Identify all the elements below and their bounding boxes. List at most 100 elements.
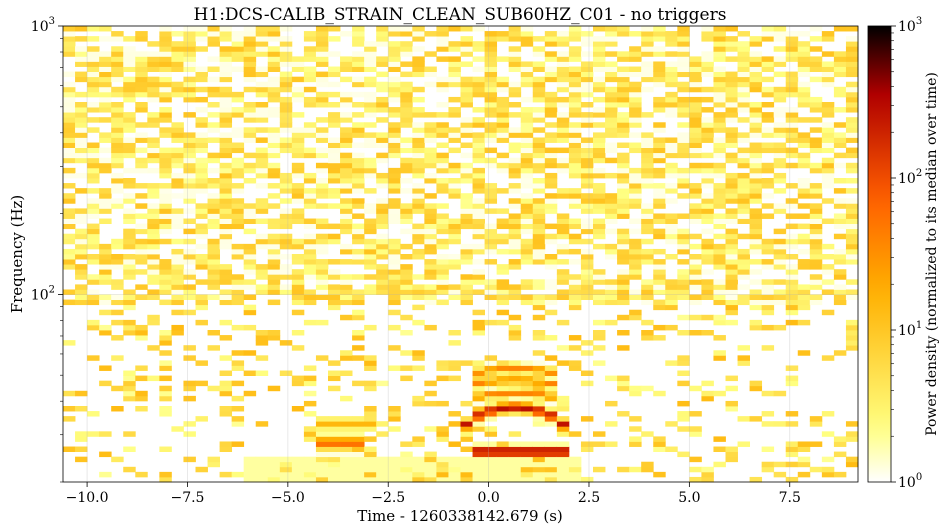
heatmap-cell — [376, 198, 389, 204]
heatmap-cell — [111, 385, 124, 392]
heatmap-cell — [556, 102, 570, 108]
heatmap-cell — [63, 238, 76, 245]
heatmap-cell — [556, 426, 570, 432]
heatmap-cell — [472, 66, 485, 72]
heatmap-cell — [135, 51, 148, 57]
heatmap-cell — [677, 451, 690, 458]
heatmap-cell — [207, 86, 220, 93]
heatmap-cell — [424, 223, 437, 230]
heatmap-cell — [123, 193, 136, 199]
heatmap-cell — [219, 289, 233, 295]
heatmap-cell — [797, 183, 811, 189]
heatmap-cell — [267, 86, 281, 93]
heatmap-cell — [725, 400, 738, 407]
heatmap-cell — [677, 96, 690, 103]
heatmap-cell — [231, 162, 245, 169]
heatmap-cell — [821, 218, 835, 224]
heatmap-cell — [568, 431, 582, 437]
heatmap-cell — [520, 26, 534, 32]
heatmap-cell — [171, 248, 184, 255]
heatmap-cell — [773, 264, 787, 270]
heatmap-cell — [797, 264, 811, 270]
heatmap-cell — [291, 61, 305, 67]
heatmap-cell — [496, 406, 510, 412]
heatmap-cell — [580, 203, 594, 209]
heatmap-cell — [171, 238, 184, 245]
heatmap-cell — [159, 289, 172, 295]
heatmap-cell — [701, 238, 714, 245]
heatmap-cell — [243, 259, 257, 265]
heatmap-cell — [99, 162, 112, 169]
heatmap-cell — [580, 259, 594, 265]
heatmap-cell — [412, 223, 425, 230]
heatmap-cell — [219, 91, 233, 98]
heatmap-cell — [340, 157, 353, 164]
heatmap-cell — [231, 127, 245, 133]
heatmap-cell — [641, 248, 654, 255]
heatmap-cell — [123, 304, 136, 311]
heatmap-cell — [677, 213, 690, 219]
heatmap-cell — [99, 66, 112, 72]
heatmap-cell — [75, 102, 88, 108]
heatmap-cell — [87, 411, 100, 417]
heatmap-cell — [472, 461, 485, 468]
heatmap-cell — [568, 248, 582, 255]
heatmap-cell — [195, 26, 208, 32]
heatmap-cell — [364, 46, 377, 52]
heatmap-cell — [364, 380, 377, 387]
heatmap-cell — [544, 91, 558, 98]
heatmap-cell — [496, 365, 510, 371]
heatmap-cell — [833, 51, 847, 57]
heatmap-cell — [255, 172, 269, 179]
heatmap-cell — [147, 203, 160, 209]
heatmap-cell — [303, 218, 317, 224]
heatmap-cell — [508, 294, 522, 300]
heatmap-cell — [845, 198, 859, 204]
heatmap-cell — [219, 355, 233, 361]
heatmap-cell — [713, 66, 726, 72]
heatmap-cell — [436, 254, 449, 260]
heatmap-cell — [605, 228, 618, 235]
heatmap-cell — [472, 411, 485, 417]
heatmap-cell — [231, 198, 245, 204]
heatmap-cell — [580, 122, 594, 128]
heatmap-cell — [713, 203, 726, 209]
heatmap-cell — [279, 71, 293, 78]
heatmap-cell — [761, 76, 775, 83]
heatmap-cell — [785, 274, 799, 280]
heatmap-cell — [183, 274, 196, 280]
heatmap-cell — [797, 304, 811, 311]
heatmap-cell — [580, 248, 594, 255]
heatmap-cell — [701, 466, 714, 473]
heatmap-cell — [231, 46, 245, 52]
heatmap-cell — [520, 127, 534, 133]
heatmap-cell — [279, 243, 293, 250]
heatmap-cell — [508, 375, 522, 382]
heatmap-cell — [183, 355, 196, 361]
heatmap-cell — [255, 208, 269, 214]
heatmap-cell — [123, 259, 136, 265]
heatmap-cell — [243, 254, 257, 260]
heatmap-cell — [520, 461, 534, 468]
heatmap-cell — [556, 461, 570, 468]
heatmap-cell — [63, 223, 76, 230]
heatmap-cell — [677, 46, 690, 52]
heatmap-cell — [111, 71, 124, 78]
heatmap-cell — [617, 385, 630, 392]
heatmap-cell — [532, 198, 546, 204]
heatmap-cell — [472, 279, 485, 285]
heatmap-cell — [388, 142, 401, 148]
heatmap-cell — [641, 172, 654, 179]
heatmap-cell — [580, 380, 594, 387]
heatmap-cell — [713, 390, 726, 397]
heatmap-cell — [484, 61, 498, 67]
heatmap-cell — [725, 319, 738, 326]
x-axis-label: Time - 1260338142.679 (s) — [357, 507, 563, 525]
heatmap-cell — [111, 61, 124, 67]
heatmap-cell — [629, 294, 642, 300]
heatmap-cell — [328, 284, 341, 290]
heatmap-cell — [568, 142, 582, 148]
heatmap-cell — [653, 122, 666, 128]
heatmap-cell — [520, 66, 534, 72]
heatmap-cell — [135, 122, 148, 128]
